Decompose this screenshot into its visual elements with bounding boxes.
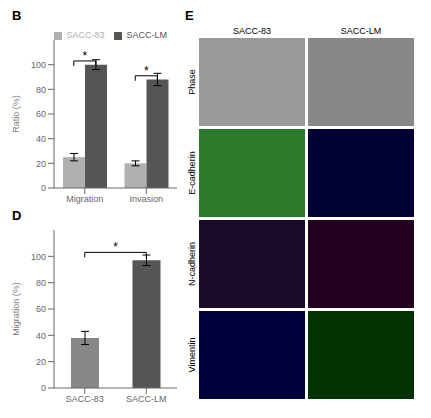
svg-text:Migration: Migration [66, 194, 103, 204]
html-text:N-cadherin: N-cadherin [187, 242, 197, 286]
html-text:B: B [12, 8, 22, 23]
svg-text:40: 40 [36, 134, 46, 144]
svg-text:SACC-LM: SACC-LM [126, 394, 167, 404]
svg-text:*: * [82, 49, 87, 63]
html-text:Phase: Phase [187, 69, 197, 95]
svg-text:80: 80 [36, 85, 46, 95]
svg-text:*: * [144, 64, 149, 78]
svg-text:60: 60 [36, 109, 46, 119]
svg-text:40: 40 [36, 331, 46, 341]
html-text:E: E [185, 8, 194, 23]
svg-text:60: 60 [36, 304, 46, 314]
html-text:Vimentin: Vimentin [187, 337, 197, 373]
svg-text:20: 20 [36, 159, 46, 169]
svg-text:Invasion: Invasion [129, 194, 163, 204]
html-text:SACC-83: SACC-83 [233, 26, 271, 36]
svg-text:Ratio (%): Ratio (%) [11, 95, 21, 133]
svg-text:80: 80 [36, 278, 46, 288]
html-text:SACC-83: SACC-83 [66, 30, 105, 40]
html-text:D: D [12, 208, 22, 223]
html-text:E-cadherin: E-cadherin [187, 151, 197, 195]
svg-text:100: 100 [31, 252, 46, 262]
svg-text:*: * [113, 240, 118, 254]
svg-text:0: 0 [41, 183, 46, 193]
svg-text:20: 20 [36, 357, 46, 367]
html-text:SACC-LM: SACC-LM [126, 30, 167, 40]
svg-text:0: 0 [41, 383, 46, 393]
svg-text:Migration (%): Migration (%) [11, 282, 21, 336]
html-text:SACC-LM: SACC-LM [340, 26, 382, 36]
svg-text:SACC-83: SACC-83 [66, 394, 104, 404]
svg-text:100: 100 [31, 60, 46, 70]
